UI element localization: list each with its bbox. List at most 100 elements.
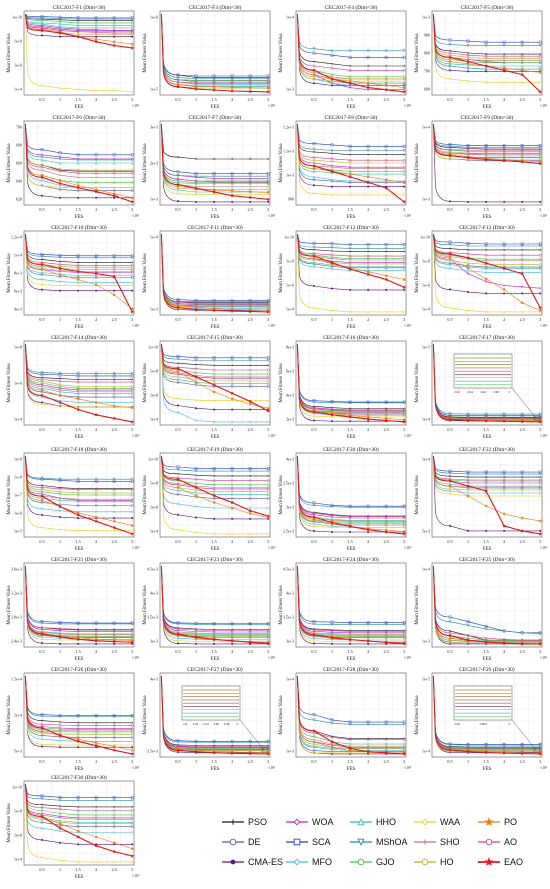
data-point: [230, 379, 234, 383]
data-point: [212, 176, 216, 180]
data-point: [94, 158, 98, 162]
data-point: [402, 250, 406, 253]
data-point: [94, 171, 98, 175]
data-point: [112, 32, 116, 36]
data-point: [348, 254, 352, 258]
data-point: [130, 371, 134, 375]
x-tick-label: 0.5: [175, 207, 180, 212]
inset-x-tick-label: 2.92: [454, 390, 460, 394]
series-line-eao: [24, 124, 133, 203]
data-point: [402, 49, 406, 53]
series-line-mfo: [161, 124, 269, 193]
y-axis-label: Mean Fitness Value: [7, 253, 12, 293]
data-point: [112, 380, 116, 384]
data-point: [384, 258, 388, 262]
x-tick-label: 1: [59, 759, 61, 764]
y-tick-label: 1e+4: [422, 307, 430, 312]
series-line-pso: [297, 124, 405, 155]
data-point: [130, 17, 134, 21]
data-point: [502, 259, 506, 262]
y-tick-label: 1e+6: [150, 393, 158, 398]
x-exponent: ×10⁵: [404, 766, 412, 770]
data-point: [94, 256, 98, 260]
x-tick-label: 0.5: [39, 317, 44, 322]
data-point: [230, 301, 234, 305]
data-point: [176, 404, 180, 407]
data-point: [484, 57, 488, 60]
data-point: [330, 53, 334, 57]
series-line-ao: [25, 14, 133, 34]
chart-title: CEC2017-F16 (Dim=30): [323, 334, 379, 341]
legend-swatch-icon: [222, 838, 244, 846]
data-point: [348, 149, 352, 153]
legend-label: CMA-ES: [248, 857, 284, 867]
data-point: [230, 399, 234, 403]
data-point: [312, 158, 316, 162]
data-point: [520, 248, 524, 252]
series-line-mfo: [433, 14, 541, 70]
x-tick-label: 0.5: [311, 427, 316, 432]
series-line-sca: [161, 14, 269, 77]
data-point: [76, 277, 81, 282]
data-point: [76, 378, 80, 381]
data-point: [349, 185, 352, 188]
data-point: [40, 283, 44, 287]
data-point: [230, 176, 234, 180]
y-tick-label: 1e+4: [150, 417, 158, 422]
data-point: [194, 174, 198, 178]
x-tick-label: 3: [131, 649, 133, 654]
y-tick-label: 900: [424, 33, 430, 38]
x-axis-label: FES: [347, 547, 356, 552]
x-tick-label: 1.5: [75, 317, 80, 322]
data-point: [466, 61, 471, 66]
data-point: [384, 254, 388, 258]
x-axis-label: FES: [483, 105, 492, 110]
data-point: [131, 843, 134, 846]
data-point: [248, 364, 252, 367]
series-line-waa: [161, 344, 269, 401]
data-point: [484, 244, 488, 248]
x-tick-label: 0.5: [311, 649, 316, 654]
y-axis-label: Mean Fitness Value: [415, 695, 420, 735]
y-tick-label: 1e+4: [286, 15, 294, 20]
series-line-cma-es: [25, 234, 133, 291]
x-axis-label: FES: [75, 435, 84, 440]
data-point: [466, 55, 470, 59]
data-point: [311, 256, 317, 261]
data-point: [94, 378, 98, 381]
data-point: [521, 200, 524, 203]
x-tick-label: 1: [331, 649, 333, 654]
data-point: [312, 248, 316, 251]
y-tick-label: 1e+8: [150, 369, 158, 374]
data-point: [402, 75, 406, 79]
x-tick-label: 2: [231, 539, 233, 544]
data-point: [538, 257, 542, 261]
data-point: [131, 289, 134, 292]
data-point: [330, 160, 334, 163]
data-point: [312, 419, 316, 422]
inset-x-tick-label: 2.94: [203, 722, 209, 726]
data-point: [484, 40, 488, 44]
chart-title: CEC2017-F22 (Dim=30): [459, 446, 515, 453]
data-point: [76, 385, 80, 388]
x-tick-label: 1: [195, 207, 197, 212]
data-point: [176, 177, 180, 181]
data-point: [466, 261, 470, 265]
data-point: [367, 288, 370, 291]
data-point: [502, 57, 506, 60]
chart-title: CEC2017-F26 (Dim=30): [51, 666, 107, 673]
data-point: [402, 199, 407, 204]
x-tick-label: 1: [195, 539, 197, 544]
x-tick-label: 3: [131, 759, 133, 764]
data-point: [366, 412, 370, 415]
data-point: [40, 22, 44, 26]
data-point: [212, 81, 216, 85]
x-exponent: ×10⁵: [540, 766, 548, 770]
data-point: [76, 284, 80, 288]
legend-item-ao: AO: [478, 836, 517, 848]
data-point: [448, 53, 452, 57]
x-tick-label: 0.5: [39, 427, 44, 432]
series-line-cma-es: [161, 344, 269, 410]
data-point: [248, 77, 252, 81]
x-tick-label: 3: [131, 97, 133, 102]
